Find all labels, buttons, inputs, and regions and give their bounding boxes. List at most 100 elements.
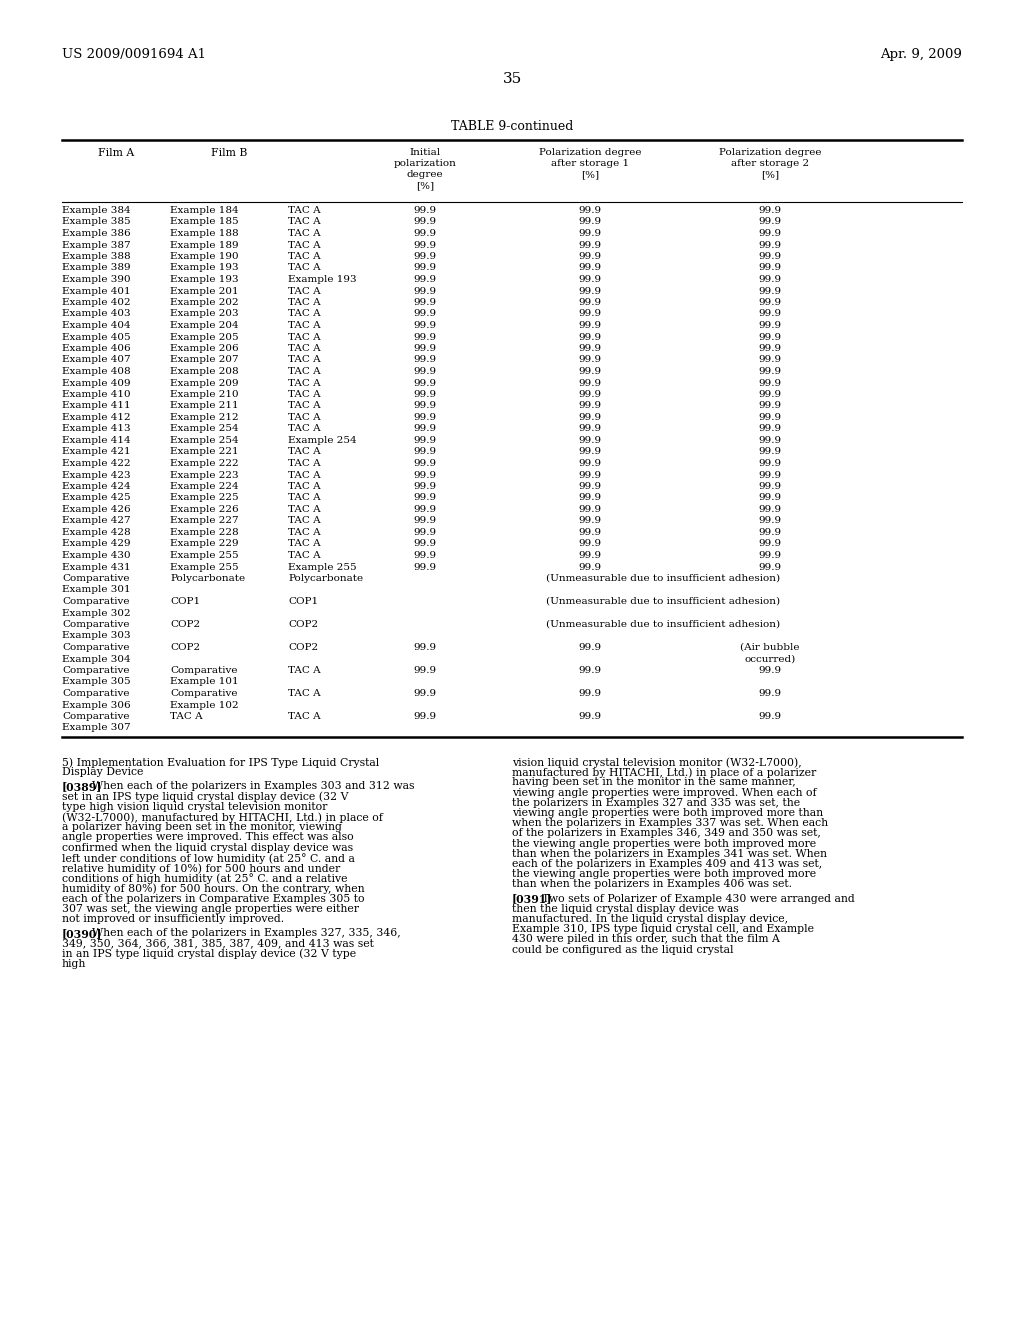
Text: 99.9: 99.9 [759, 711, 781, 721]
Text: Film A: Film A [98, 148, 134, 158]
Text: 349, 350, 364, 366, 381, 385, 387, 409, and 413 was set: 349, 350, 364, 366, 381, 385, 387, 409, … [62, 939, 374, 948]
Text: vision liquid crystal television monitor (W32-L7000),: vision liquid crystal television monitor… [512, 756, 802, 767]
Text: 99.9: 99.9 [414, 689, 436, 698]
Text: 99.9: 99.9 [579, 355, 601, 364]
Text: having been set in the monitor in the same manner,: having been set in the monitor in the sa… [512, 777, 796, 788]
Text: Example 414: Example 414 [62, 436, 131, 445]
Text: 99.9: 99.9 [759, 447, 781, 457]
Text: 99.9: 99.9 [414, 436, 436, 445]
Text: TAC A: TAC A [288, 425, 321, 433]
Text: Example 388: Example 388 [62, 252, 131, 261]
Text: Example 202: Example 202 [170, 298, 239, 308]
Text: 99.9: 99.9 [414, 275, 436, 284]
Text: 99.9: 99.9 [414, 389, 436, 399]
Text: Example 226: Example 226 [170, 506, 239, 513]
Text: COP2: COP2 [170, 620, 200, 630]
Text: 99.9: 99.9 [414, 413, 436, 422]
Text: Display Device: Display Device [62, 767, 143, 777]
Text: Example 424: Example 424 [62, 482, 131, 491]
Text: Example 205: Example 205 [170, 333, 239, 342]
Text: conditions of high humidity (at 25° C. and a relative: conditions of high humidity (at 25° C. a… [62, 874, 347, 884]
Text: COP2: COP2 [288, 620, 318, 630]
Text: 99.9: 99.9 [579, 459, 601, 469]
Text: each of the polarizers in Examples 409 and 413 was set,: each of the polarizers in Examples 409 a… [512, 859, 822, 869]
Text: a polarizer having been set in the monitor, viewing: a polarizer having been set in the monit… [62, 822, 342, 832]
Text: Example 401: Example 401 [62, 286, 131, 296]
Text: type high vision liquid crystal television monitor: type high vision liquid crystal televisi… [62, 801, 328, 812]
Text: TAC A: TAC A [288, 367, 321, 376]
Text: TAC A: TAC A [288, 298, 321, 308]
Text: 99.9: 99.9 [759, 252, 781, 261]
Text: than when the polarizers in Examples 341 was set. When: than when the polarizers in Examples 341… [512, 849, 827, 859]
Text: 35: 35 [503, 73, 521, 86]
Text: Example 385: Example 385 [62, 218, 131, 227]
Text: Example 303: Example 303 [62, 631, 131, 640]
Text: the viewing angle properties were both improved more: the viewing angle properties were both i… [512, 869, 816, 879]
Text: 99.9: 99.9 [579, 436, 601, 445]
Text: in an IPS type liquid crystal display device (32 V type: in an IPS type liquid crystal display de… [62, 949, 356, 960]
Text: 99.9: 99.9 [579, 379, 601, 388]
Text: Example 409: Example 409 [62, 379, 131, 388]
Text: Example 411: Example 411 [62, 401, 131, 411]
Text: could be configured as the liquid crystal: could be configured as the liquid crysta… [512, 945, 733, 954]
Text: Example 310, IPS type liquid crystal cell, and Example: Example 310, IPS type liquid crystal cel… [512, 924, 814, 935]
Text: 99.9: 99.9 [414, 240, 436, 249]
Text: Example 422: Example 422 [62, 459, 131, 469]
Text: 99.9: 99.9 [579, 667, 601, 675]
Text: Initial
polarization
degree
[%]: Initial polarization degree [%] [393, 148, 457, 190]
Text: 430 were piled in this order, such that the film A: 430 were piled in this order, such that … [512, 935, 780, 944]
Text: 99.9: 99.9 [759, 379, 781, 388]
Text: 99.9: 99.9 [759, 482, 781, 491]
Text: Example 304: Example 304 [62, 655, 131, 664]
Text: Example 190: Example 190 [170, 252, 239, 261]
Text: 99.9: 99.9 [414, 482, 436, 491]
Text: TAC A: TAC A [288, 494, 321, 503]
Text: manufactured by HITACHI, Ltd.) in place of a polarizer: manufactured by HITACHI, Ltd.) in place … [512, 767, 816, 777]
Text: Example 102: Example 102 [170, 701, 239, 710]
Text: (Unmeasurable due to insufficient adhesion): (Unmeasurable due to insufficient adhesi… [547, 574, 780, 583]
Text: Comparative: Comparative [170, 667, 238, 675]
Text: Example 386: Example 386 [62, 228, 131, 238]
Text: 99.9: 99.9 [579, 389, 601, 399]
Text: TAC A: TAC A [288, 206, 321, 215]
Text: Comparative: Comparative [62, 574, 129, 583]
Text: 99.9: 99.9 [579, 252, 601, 261]
Text: 99.9: 99.9 [759, 264, 781, 272]
Text: Example 405: Example 405 [62, 333, 131, 342]
Text: Example 429: Example 429 [62, 540, 131, 549]
Text: [0391]: [0391] [512, 894, 553, 904]
Text: TAC A: TAC A [170, 711, 203, 721]
Text: Example 255: Example 255 [170, 550, 239, 560]
Text: 99.9: 99.9 [579, 425, 601, 433]
Text: 99.9: 99.9 [579, 550, 601, 560]
Text: Example 193: Example 193 [170, 275, 239, 284]
Text: 99.9: 99.9 [414, 367, 436, 376]
Text: Example 208: Example 208 [170, 367, 239, 376]
Text: 99.9: 99.9 [414, 562, 436, 572]
Text: Example 410: Example 410 [62, 389, 131, 399]
Text: Example 412: Example 412 [62, 413, 131, 422]
Text: TAC A: TAC A [288, 482, 321, 491]
Text: Example 407: Example 407 [62, 355, 131, 364]
Text: 99.9: 99.9 [759, 436, 781, 445]
Text: [0389]: [0389] [62, 781, 102, 792]
Text: Example 184: Example 184 [170, 206, 239, 215]
Text: TAC A: TAC A [288, 345, 321, 352]
Text: Example 426: Example 426 [62, 506, 131, 513]
Text: 99.9: 99.9 [579, 321, 601, 330]
Text: 99.9: 99.9 [414, 333, 436, 342]
Text: Example 189: Example 189 [170, 240, 239, 249]
Text: 99.9: 99.9 [579, 528, 601, 537]
Text: Example 425: Example 425 [62, 494, 131, 503]
Text: Example 406: Example 406 [62, 345, 131, 352]
Text: Example 101: Example 101 [170, 677, 239, 686]
Text: Example 222: Example 222 [170, 459, 239, 469]
Text: Comparative: Comparative [62, 597, 129, 606]
Text: TAC A: TAC A [288, 550, 321, 560]
Text: TAC A: TAC A [288, 459, 321, 469]
Text: 99.9: 99.9 [759, 333, 781, 342]
Text: TAC A: TAC A [288, 667, 321, 675]
Text: Example 431: Example 431 [62, 562, 131, 572]
Text: 99.9: 99.9 [414, 506, 436, 513]
Text: 99.9: 99.9 [759, 355, 781, 364]
